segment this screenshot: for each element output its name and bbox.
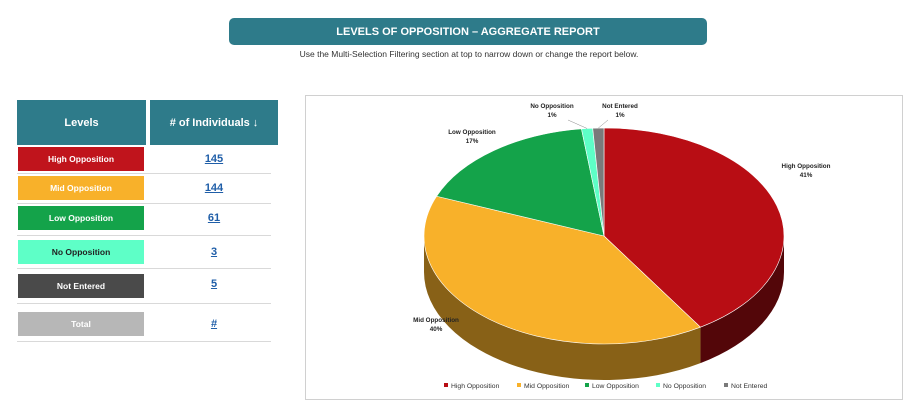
report-subtitle: Use the Multi-Selection Filtering sectio…	[299, 49, 639, 59]
pie-label-category: No Opposition	[530, 103, 574, 110]
legend-swatch	[517, 383, 521, 387]
count-low-opposition-link[interactable]: 61	[207, 212, 221, 224]
pie-slice-high-opposition[interactable]	[603, 127, 785, 328]
row-divider	[17, 341, 271, 342]
level-total: Total	[18, 312, 144, 336]
count-no-opposition-link[interactable]: 3	[210, 246, 218, 258]
legend-swatch	[444, 383, 448, 387]
count-column-header[interactable]: # of Individuals ↓	[150, 100, 278, 145]
pie-label-category: Not Entered	[602, 103, 638, 110]
pie-leader-line	[598, 119, 609, 129]
level-mid-opposition: Mid Opposition	[18, 176, 144, 200]
pie-side-high-opposition	[700, 236, 784, 364]
count-high-opposition-link[interactable]: 145	[204, 153, 224, 165]
legend-swatch	[656, 383, 660, 387]
pie-label-value: 41%	[800, 172, 813, 179]
legend-swatch	[724, 383, 728, 387]
pie-label-value: 1%	[547, 112, 557, 119]
pie-label-value: 40%	[430, 326, 443, 333]
legend-label: Low Opposition	[592, 383, 639, 390]
legend-label: High Opposition	[451, 383, 500, 390]
legend-label: Not Entered	[731, 383, 767, 390]
pie-label-value: 1%	[615, 112, 625, 119]
opposition-pie-chart: High Opposition 41% Mid Opposition 40% Low O…	[305, 95, 903, 400]
level-high-opposition: High Opposition	[18, 147, 144, 171]
pie-slice-low-opposition[interactable]	[436, 128, 605, 237]
pie-side-mid-opposition	[424, 236, 701, 381]
pie-label-category: Mid Opposition	[413, 317, 459, 324]
row-divider	[17, 303, 271, 304]
level-no-opposition: No Opposition	[18, 240, 144, 264]
pie-slice-mid-opposition[interactable]	[423, 195, 702, 345]
pie-label-category: High Opposition	[782, 163, 831, 170]
count-mid-opposition-link[interactable]: 144	[204, 182, 224, 194]
legend-label: Mid Opposition	[524, 383, 570, 390]
level-not-entered: Not Entered	[18, 274, 144, 298]
pie-chart-svg: High Opposition 41% Mid Opposition 40% Low O…	[413, 103, 831, 390]
row-divider	[17, 268, 271, 269]
count-total-link[interactable]: #	[210, 318, 218, 330]
pie-label-value: 17%	[466, 138, 479, 145]
row-divider	[17, 203, 271, 204]
count-not-entered-link[interactable]: 5	[210, 278, 218, 290]
row-divider	[17, 173, 271, 174]
legend-swatch	[585, 383, 589, 387]
levels-column-header[interactable]: Levels	[17, 100, 146, 145]
report-title: LEVELS OF OPPOSITION – AGGREGATE REPORT	[229, 18, 707, 45]
chart-legend: High Opposition Mid Opposition Low Opposit…	[444, 383, 767, 390]
pie-label-category: Low Opposition	[448, 129, 496, 136]
level-low-opposition: Low Opposition	[18, 206, 144, 230]
pie-leader-line	[567, 119, 588, 129]
row-divider	[17, 235, 271, 236]
legend-label: No Opposition	[663, 383, 706, 390]
